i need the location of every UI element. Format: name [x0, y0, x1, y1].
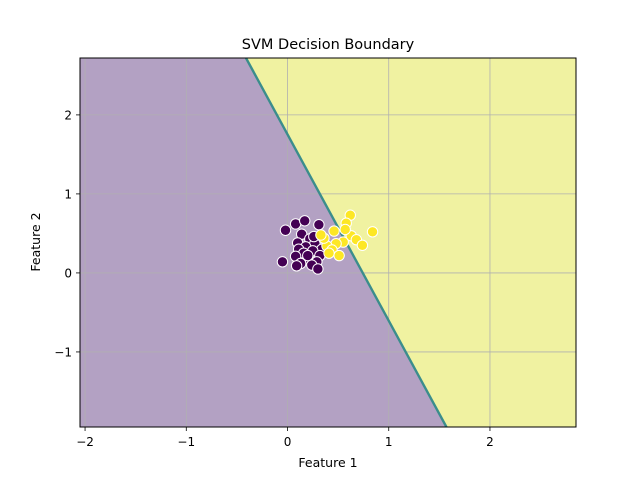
grid [80, 58, 576, 427]
x-axis-label: Feature 1 [298, 455, 357, 470]
x-tick-label: −2 [76, 435, 94, 449]
class-0-region [80, 58, 447, 427]
data-point-class-0 [276, 256, 289, 268]
y-tick-label: −1 [54, 345, 72, 359]
x-tick-label: 0 [284, 435, 292, 449]
x-tick-label: 1 [385, 435, 393, 449]
x-tick-label: 2 [486, 435, 494, 449]
data-point-class-1 [366, 226, 379, 238]
y-axis-ticks: −1 0 1 2 [54, 108, 80, 359]
data-point-class-1 [339, 223, 351, 236]
y-axis-label: Feature 2 [28, 212, 43, 271]
data-point-class-0 [279, 224, 292, 236]
data-point-class-1 [328, 225, 340, 237]
data-point-class-0 [290, 260, 303, 272]
data-point-class-1 [333, 249, 345, 262]
chart-title: SVM Decision Boundary [242, 37, 415, 53]
y-tick-label: 1 [64, 187, 72, 201]
y-tick-label: 2 [64, 108, 72, 122]
data-point-class-1 [356, 239, 369, 251]
data-point-class-0 [302, 249, 314, 262]
data-point-class-1 [315, 229, 327, 241]
data-point-class-0 [312, 263, 324, 275]
x-tick-label: −1 [177, 435, 195, 449]
class-1-region [246, 58, 576, 427]
plot-area [80, 58, 576, 427]
data-point-class-0 [313, 219, 325, 231]
data-point-class-0 [299, 215, 311, 227]
plot-frame [79, 57, 577, 428]
x-axis-ticks: −2 −1 0 1 2 [76, 427, 494, 449]
y-tick-label: 0 [64, 266, 72, 280]
scatter-points [276, 209, 379, 275]
data-point-class-1 [323, 247, 335, 259]
